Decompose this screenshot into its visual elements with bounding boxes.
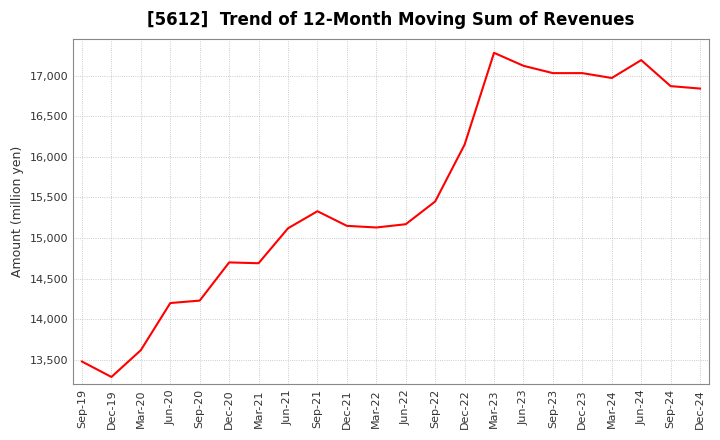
Title: [5612]  Trend of 12-Month Moving Sum of Revenues: [5612] Trend of 12-Month Moving Sum of R… <box>148 11 635 29</box>
Y-axis label: Amount (million yen): Amount (million yen) <box>11 146 24 277</box>
